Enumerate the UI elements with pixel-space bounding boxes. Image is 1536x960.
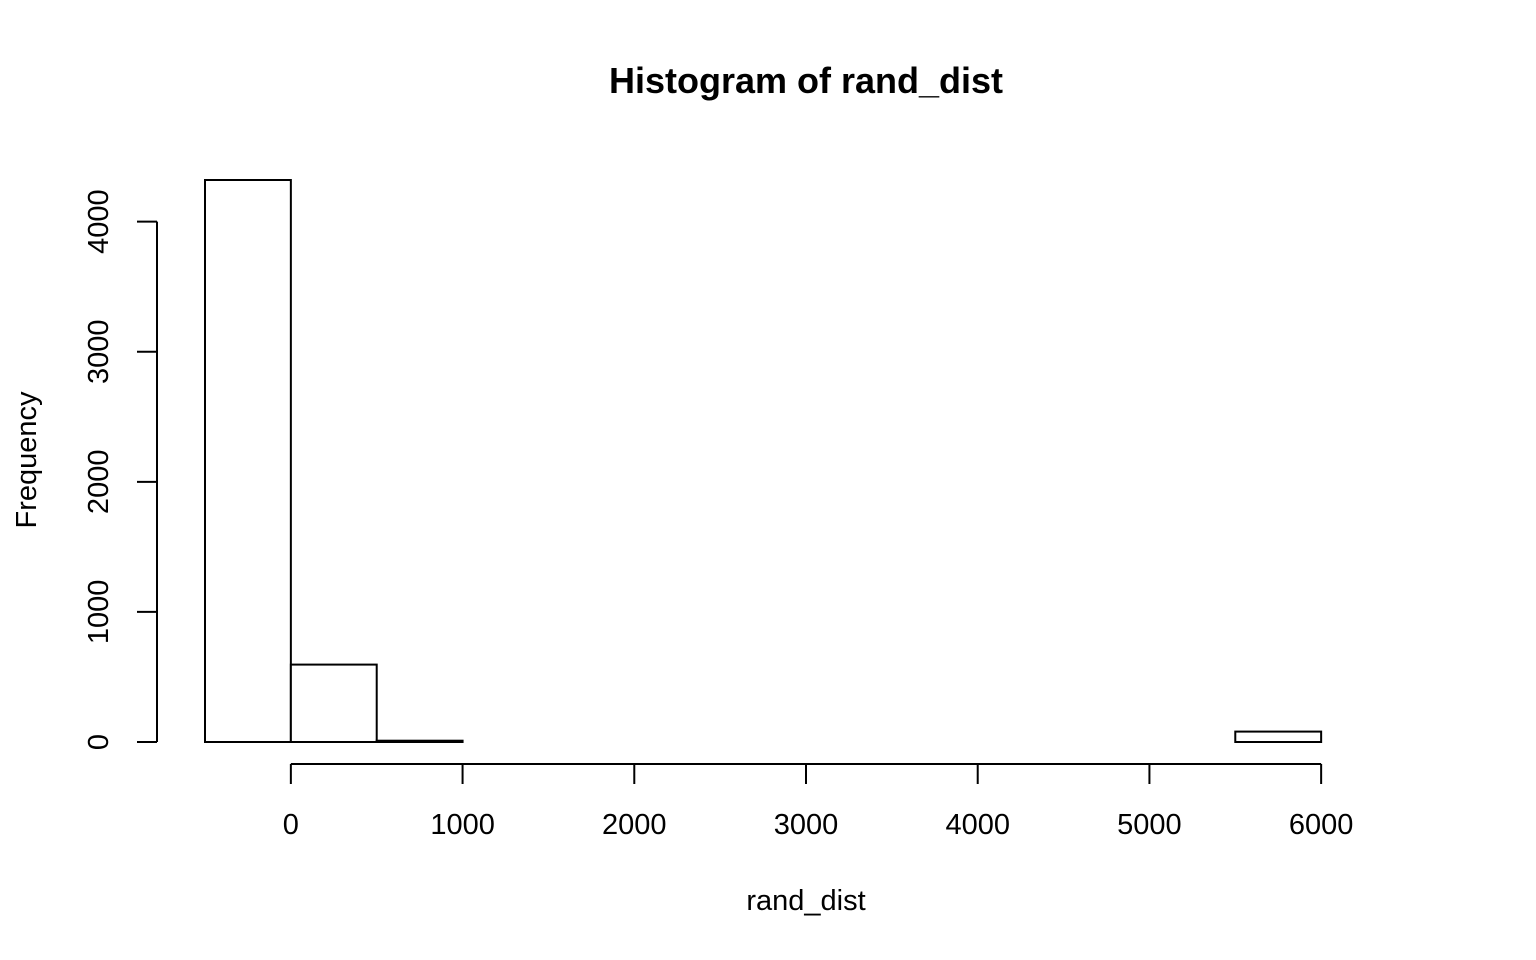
y-tick-label-3: 3000 — [83, 319, 115, 384]
chart-title: Histogram of rand_dist — [609, 60, 1003, 101]
histogram-bar-0 — [204, 179, 292, 743]
x-tick-label-6: 6000 — [1289, 809, 1354, 841]
x-axis-label: rand_dist — [746, 885, 865, 917]
x-tick-label-5: 5000 — [1117, 809, 1182, 841]
histogram-bars — [204, 179, 1323, 744]
x-axis: 0 1000 2000 3000 4000 5000 6000 — [283, 763, 1354, 841]
histogram-bar-1 — [289, 663, 378, 743]
x-tick-label-0: 0 — [283, 809, 299, 841]
x-tick-label-2: 2000 — [602, 809, 667, 841]
y-axis-label: Frequency — [11, 391, 43, 529]
x-tick-label-4: 4000 — [945, 809, 1010, 841]
y-tick-label-2: 2000 — [83, 450, 115, 515]
y-tick-label-0: 0 — [83, 734, 115, 750]
y-tick-label-1: 1000 — [83, 580, 115, 645]
x-tick-label-1: 1000 — [430, 809, 495, 841]
y-axis: 0 1000 2000 3000 4000 — [83, 189, 158, 750]
y-tick-label-4: 4000 — [83, 189, 115, 254]
histogram-bar-12 — [1234, 730, 1323, 743]
histogram-bar-2 — [375, 739, 464, 744]
x-tick-label-3: 3000 — [774, 809, 839, 841]
